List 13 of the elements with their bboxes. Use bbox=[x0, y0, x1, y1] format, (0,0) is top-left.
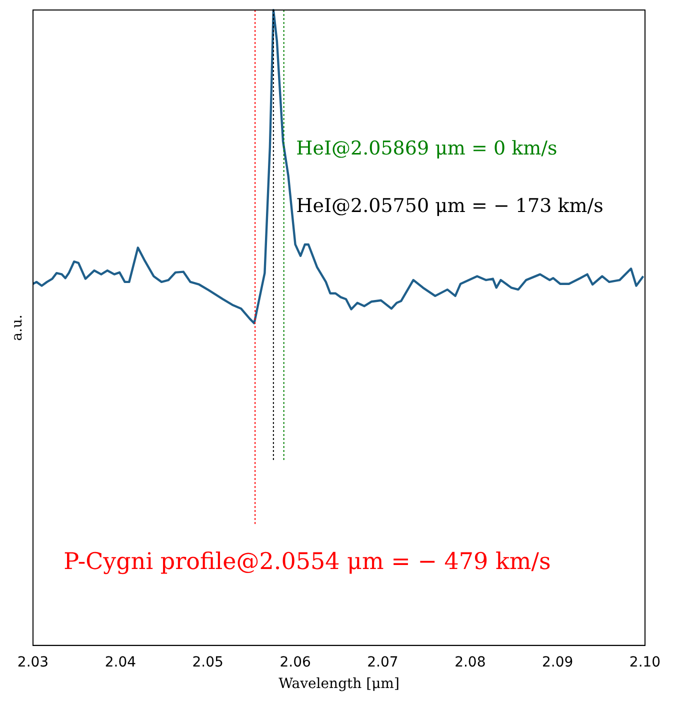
x-tick-label: 2.09 bbox=[542, 654, 574, 670]
x-tick-label: 2.06 bbox=[280, 654, 311, 670]
x-tick-label: 2.05 bbox=[192, 654, 224, 670]
x-tick-label: 2.08 bbox=[454, 654, 486, 670]
x-tick-label: 2.07 bbox=[367, 654, 398, 670]
x-axis-title: Wavelength [μm] bbox=[278, 676, 400, 692]
x-tick-label: 2.03 bbox=[17, 654, 49, 670]
x-tick-label: 2.04 bbox=[104, 654, 136, 670]
ref-line-label: HeI@2.05869 μm = 0 km/s bbox=[296, 138, 558, 160]
ref-line-label: HeI@2.05750 μm = − 173 km/s bbox=[296, 194, 604, 217]
ref-line-label: P-Cygni profile@2.0554 μm = − 479 km/s bbox=[64, 548, 551, 575]
y-axis-title: a.u. bbox=[10, 314, 26, 341]
x-tick-label: 2.10 bbox=[629, 654, 661, 670]
